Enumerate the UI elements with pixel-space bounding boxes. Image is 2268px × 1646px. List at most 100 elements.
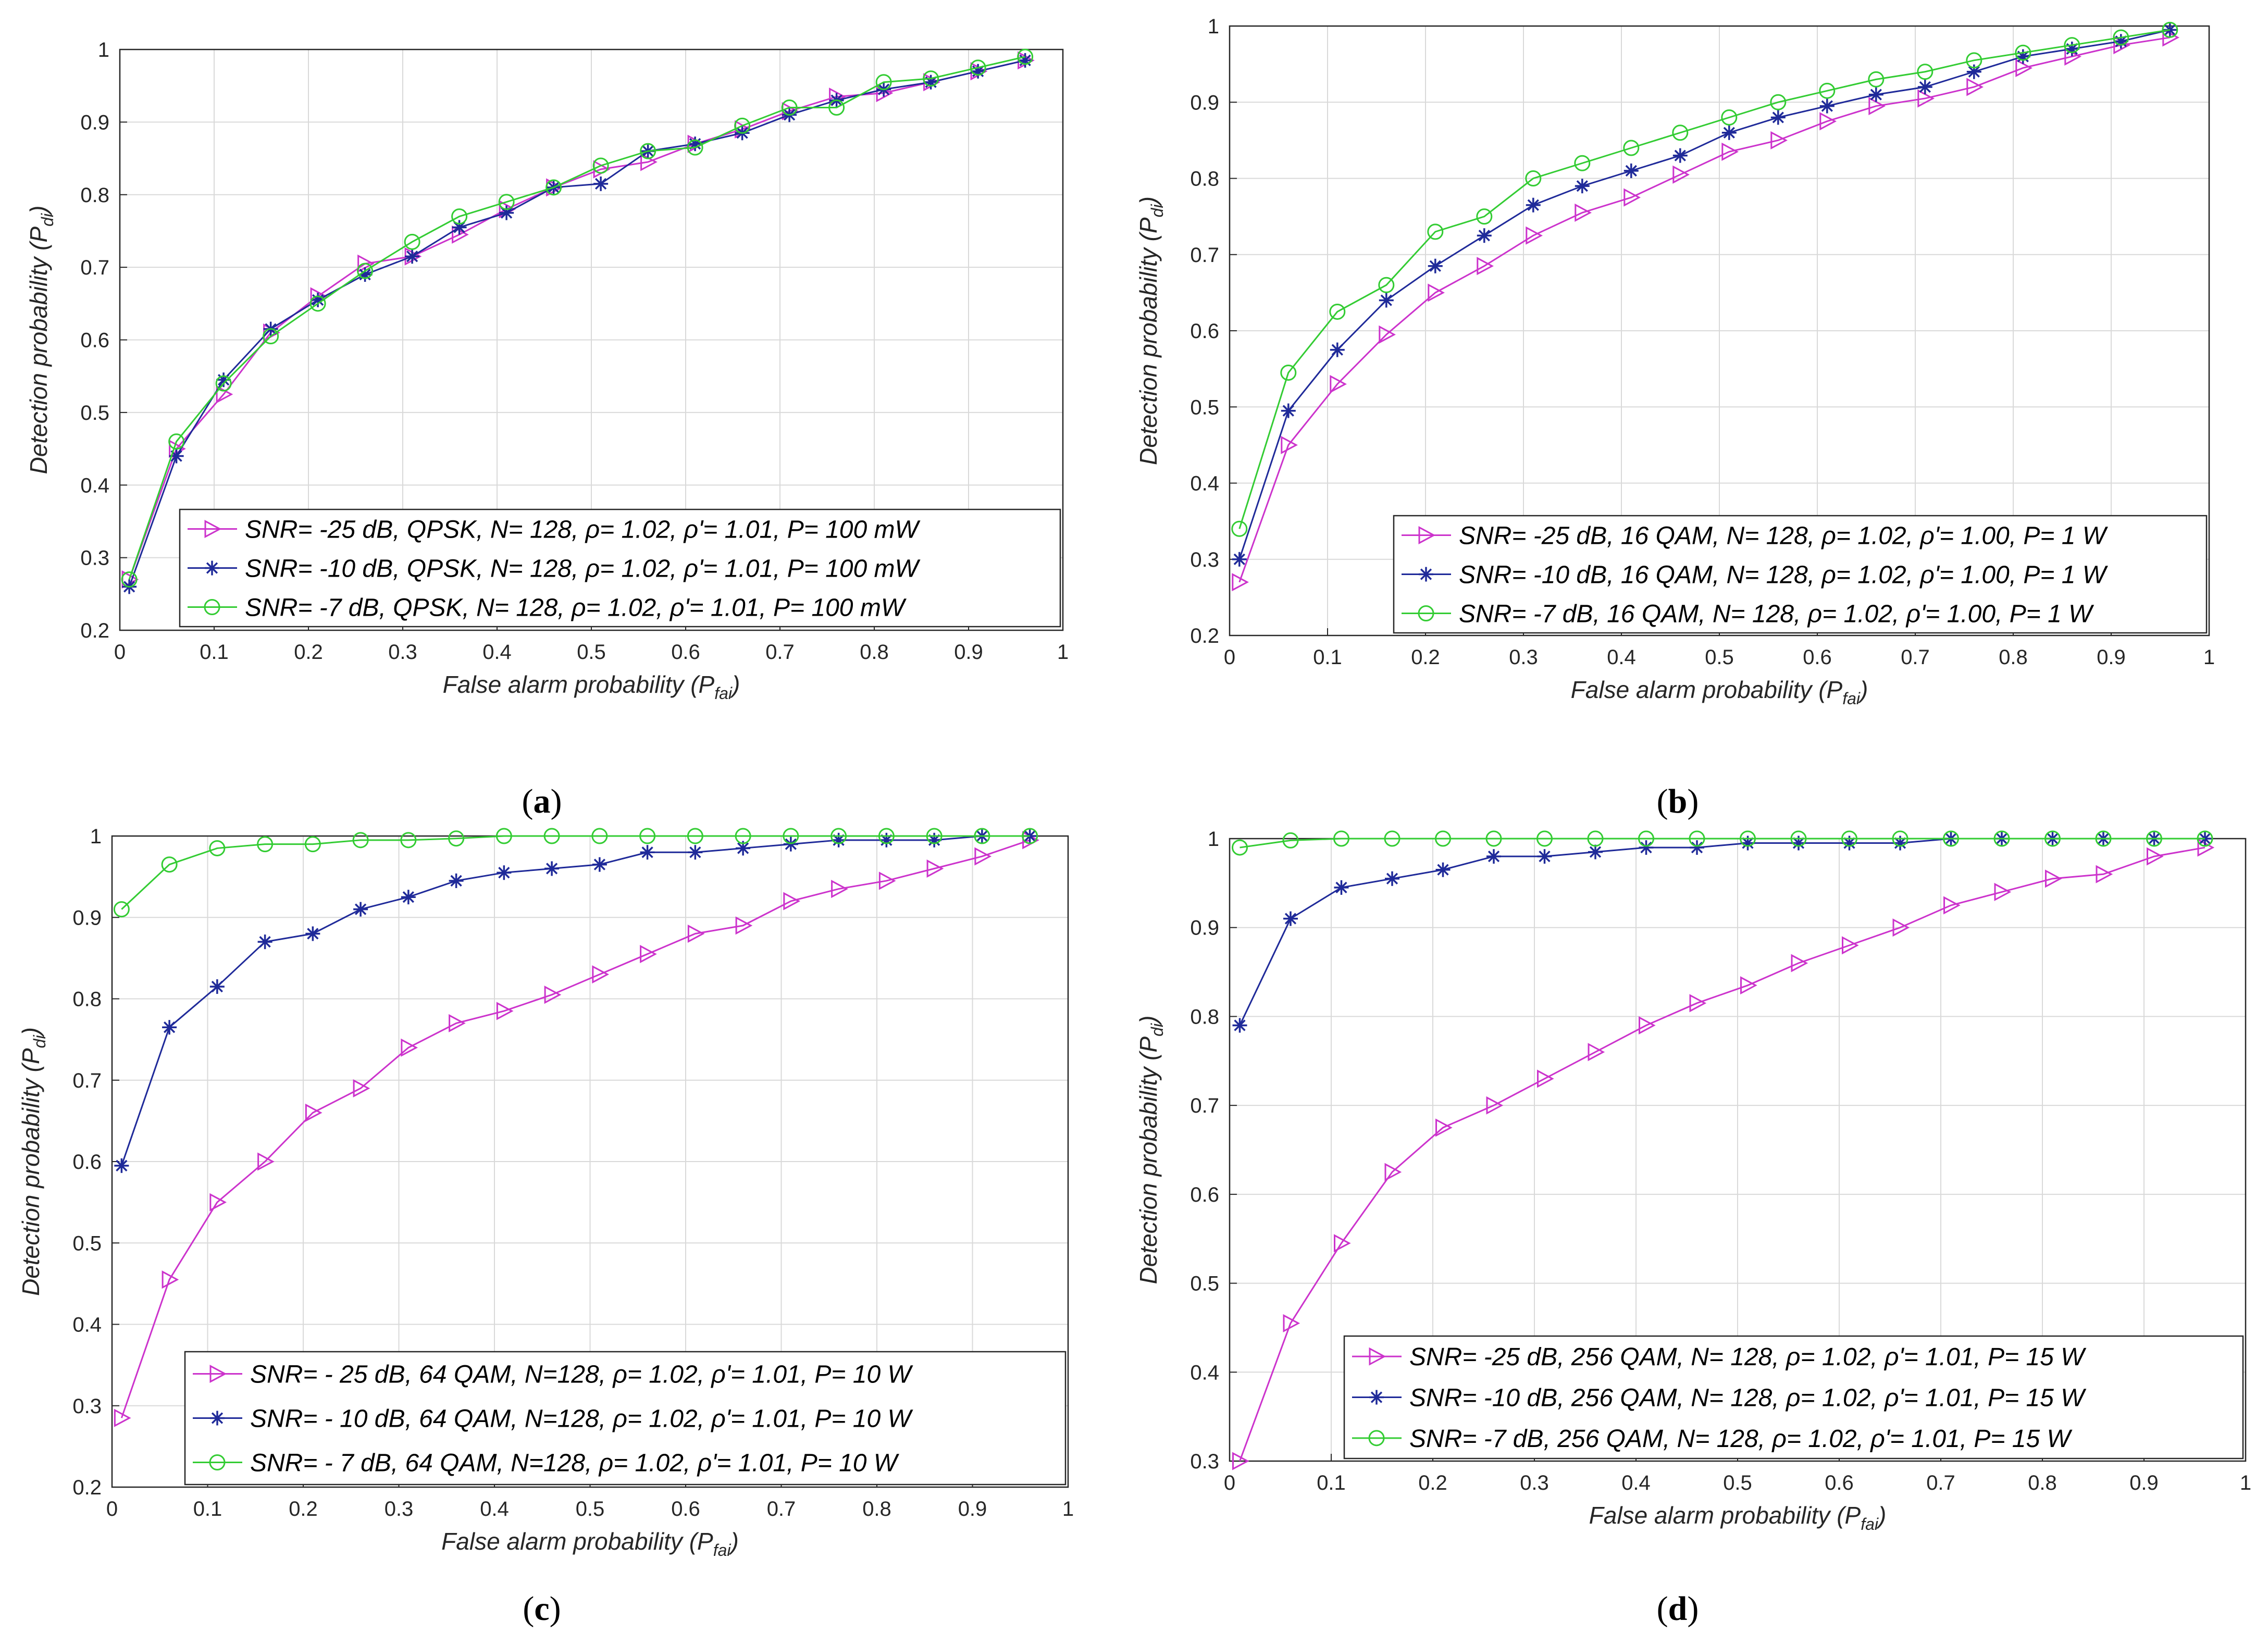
data-point	[113, 901, 130, 918]
series-1	[1232, 22, 2177, 567]
data-point	[875, 74, 892, 91]
data-point	[878, 871, 896, 890]
data-point	[257, 836, 274, 853]
data-point	[263, 328, 279, 345]
data-point	[114, 1408, 131, 1427]
series-2	[121, 48, 1034, 588]
data-point	[640, 143, 656, 159]
y-tick-label: 0.3	[72, 1395, 102, 1418]
data-point	[353, 902, 368, 917]
data-point	[1283, 911, 1298, 926]
data-point	[1283, 1314, 1300, 1332]
data-point	[448, 830, 465, 847]
legend: SNR= -25 dB, 256 QAM, N= 128, ρ= 1.02, ρ…	[1343, 1335, 2244, 1460]
panel-caption: (a)	[522, 782, 562, 820]
data-point	[687, 139, 703, 156]
data-point	[735, 916, 753, 935]
data-point	[1022, 828, 1038, 844]
x-tick-label: 0.8	[862, 1498, 891, 1520]
data-point	[452, 220, 467, 235]
series-0	[114, 831, 1039, 1427]
data-point	[2045, 869, 2062, 888]
data-point	[592, 965, 610, 984]
data-point	[1334, 880, 1349, 895]
data-point	[1435, 830, 1451, 847]
data-point	[498, 194, 515, 210]
data-point	[1525, 170, 1542, 186]
x-tick-label: 0.9	[954, 641, 983, 664]
data-point	[1526, 226, 1543, 245]
data-point	[451, 208, 468, 225]
data-point	[1526, 197, 1541, 213]
y-tick-label: 0.4	[1190, 1361, 1219, 1384]
data-point	[1232, 1018, 1247, 1033]
data-point	[688, 136, 703, 152]
x-tick-label: 0.4	[480, 1498, 509, 1520]
y-tick-label: 0.9	[1190, 917, 1219, 940]
x-tick-label: 0	[1224, 1472, 1235, 1494]
data-point	[2044, 830, 2061, 847]
data-point	[1993, 830, 2010, 847]
legend-box	[1393, 515, 2208, 634]
data-point	[1281, 403, 1296, 418]
data-point	[1017, 48, 1034, 65]
x-axis-label: False alarm probability (Pfai)	[443, 671, 740, 703]
data-point	[1018, 53, 1033, 68]
chart-panel-b: 0 0.1 0.2 0.3 0.4 0.5 0.6 0.7 0.8 0.9 1 0.2 0.3 0.4 0.…	[1135, 15, 2215, 820]
data-point	[304, 836, 321, 853]
data-point	[1770, 94, 1787, 110]
y-tick-label: 0.7	[1190, 1094, 1219, 1117]
data-point	[497, 865, 512, 880]
data-point	[1770, 110, 1786, 125]
data-point	[495, 828, 512, 844]
y-tick-label: 0.3	[1190, 548, 1219, 571]
data-point	[2064, 37, 2080, 54]
data-point	[2146, 830, 2162, 847]
x-tick-label: 0.1	[200, 641, 229, 664]
data-point	[1428, 258, 1443, 273]
data-point	[1892, 830, 1908, 847]
data-point	[1672, 148, 1688, 163]
data-point	[496, 1002, 514, 1020]
data-point	[1232, 839, 1248, 856]
data-point	[831, 880, 848, 899]
x-tick-label: 0.7	[1901, 646, 1930, 669]
x-tick-label: 0.3	[1520, 1472, 1549, 1494]
data-point	[1639, 1016, 1656, 1035]
data-point	[1819, 82, 1836, 99]
data-point	[640, 945, 657, 964]
x-tick-label: 0.6	[671, 1498, 700, 1520]
data-point	[1672, 124, 1689, 141]
data-point	[1721, 142, 1739, 161]
data-point	[1721, 109, 1738, 126]
data-point	[688, 845, 703, 860]
x-tick-label: 0.2	[1411, 646, 1440, 669]
data-point	[592, 857, 607, 872]
data-point	[1486, 849, 1501, 864]
data-point	[1385, 871, 1399, 886]
right-triangle-marker-icon	[1418, 526, 1436, 545]
y-tick-label: 0.2	[72, 1476, 102, 1499]
data-point	[1428, 283, 1445, 302]
series-line	[1240, 838, 2205, 849]
x-tick-label: 1	[2240, 1472, 2251, 1494]
data-point	[1435, 862, 1451, 877]
x-tick-label: 0.9	[2097, 646, 2126, 669]
data-point	[1477, 257, 1494, 276]
x-tick-label: 0.5	[1723, 1472, 1752, 1494]
data-point	[1638, 830, 1654, 847]
data-point	[828, 99, 845, 116]
series-line	[1239, 846, 2205, 1462]
data-point	[974, 828, 990, 844]
legend-entry: SNR= -10 dB, QPSK, N= 128, ρ= 1.02, ρ'= …	[245, 555, 921, 583]
y-tick-label: 0.4	[1190, 472, 1219, 495]
data-point	[2095, 830, 2112, 847]
data-point	[970, 59, 986, 76]
y-tick-label: 0.4	[80, 474, 109, 497]
data-point	[734, 117, 751, 134]
x-tick-label: 0.7	[767, 1498, 796, 1520]
data-point	[735, 828, 751, 844]
data-point	[974, 847, 992, 866]
legend: SNR= -25 dB, 16 QAM, N= 128, ρ= 1.02, ρ'…	[1393, 515, 2208, 634]
data-point	[1868, 97, 1886, 116]
